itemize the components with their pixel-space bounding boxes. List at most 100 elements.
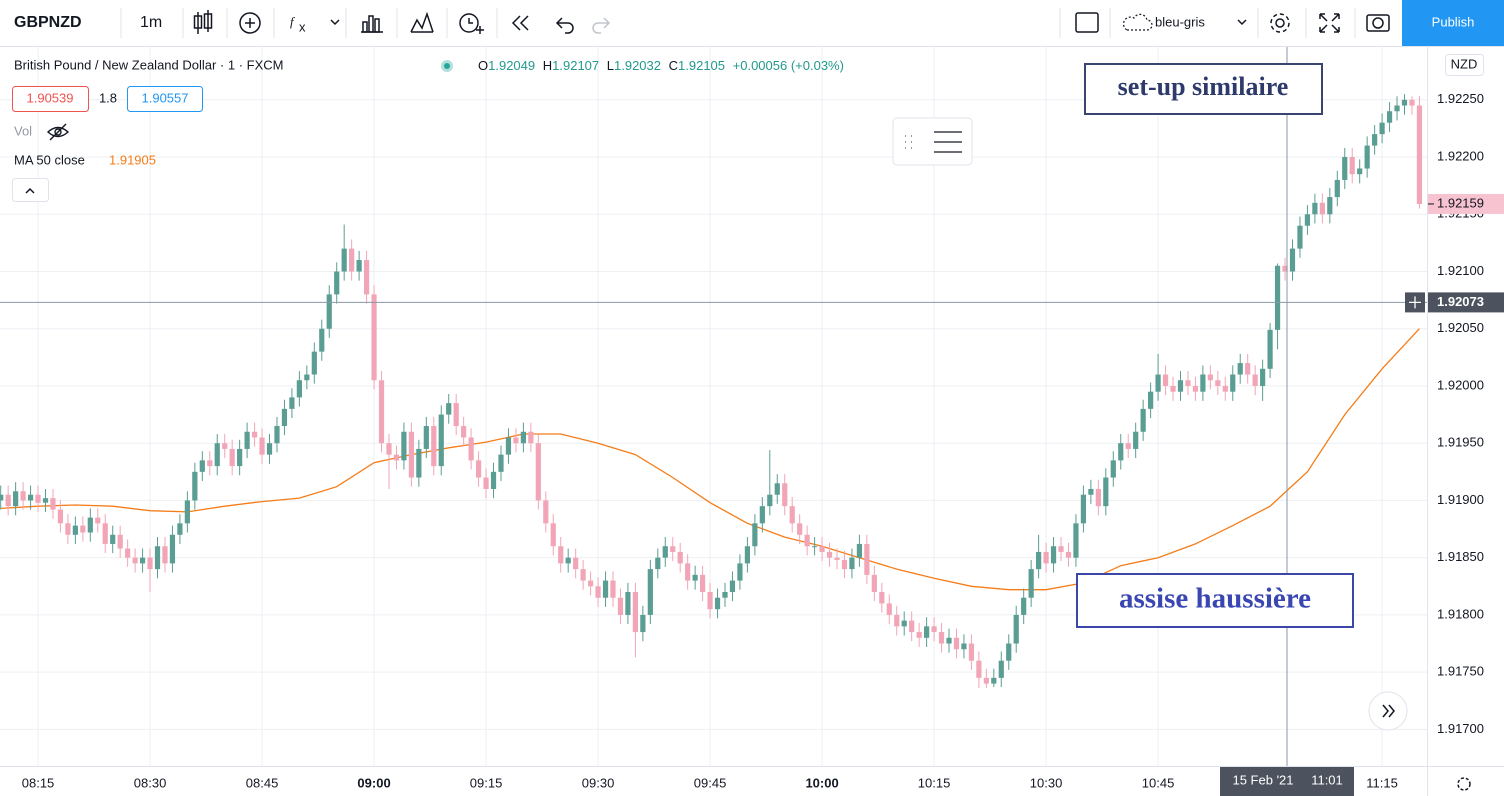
candle-body [1334, 179, 1340, 198]
candle-body [1006, 643, 1012, 661]
candle-body [401, 431, 407, 461]
theme-name[interactable]: bleu-gris [1155, 14, 1205, 29]
publish-label[interactable]: Publish [1432, 14, 1475, 29]
x-tick-label: 08:45 [246, 775, 279, 790]
candle-body [1274, 265, 1281, 330]
candle-body [1155, 374, 1161, 392]
crosshair-price-tag [1428, 292, 1504, 313]
time-axis-settings[interactable] [1457, 777, 1471, 791]
candle-body [826, 551, 833, 558]
last-price-tag [1428, 193, 1504, 214]
ohlc-value: 1.92105 [678, 58, 725, 73]
fx-icon: x [299, 19, 306, 34]
y-tick-label: 1.92250 [1437, 91, 1484, 106]
spread: 1.8 [99, 90, 117, 105]
candle-body [349, 248, 355, 272]
financials-button[interactable] [361, 15, 383, 33]
candle-body [42, 498, 49, 503]
candle-body [207, 460, 213, 467]
candle-body [1065, 551, 1072, 558]
redo-button[interactable] [592, 17, 611, 34]
hidden-eye-icon[interactable] [46, 123, 70, 141]
candle-body [1185, 380, 1191, 386]
candle-body [909, 620, 915, 633]
candle-body [543, 500, 549, 524]
candle-body [520, 431, 526, 444]
candle-body [1237, 363, 1243, 375]
candle-body [1028, 569, 1034, 598]
candle-body [976, 660, 982, 678]
candle-body [498, 454, 504, 472]
candle-body [423, 426, 429, 449]
x-tick-label: 10:30 [1030, 775, 1063, 790]
indicators-button[interactable]: f x [290, 14, 340, 34]
candle-body [1357, 168, 1363, 175]
candle-body [1364, 145, 1370, 169]
candle-body [565, 557, 571, 564]
y-tick-label: 1.91750 [1437, 664, 1484, 679]
candle-body [251, 431, 258, 438]
symbol[interactable]: GBPNZD [14, 14, 82, 31]
candle-body [685, 563, 691, 581]
candle-body [946, 637, 952, 644]
candle-body [505, 437, 512, 455]
candle-body [1252, 374, 1258, 386]
fullscreen-button[interactable] [1319, 13, 1340, 33]
candle-body [961, 643, 967, 650]
candle-body [1215, 380, 1221, 386]
candle-body [879, 592, 885, 604]
candle-body [95, 517, 101, 524]
ohlc-change: +0.00056 (+0.03%) [733, 58, 844, 73]
publish-button[interactable] [1402, 0, 1504, 46]
candle-body [573, 557, 579, 570]
layout-button[interactable] [1075, 12, 1099, 33]
chart-type-button[interactable] [193, 10, 213, 34]
candle-body [244, 431, 250, 449]
buy-box[interactable] [127, 86, 203, 112]
alert-button[interactable] [459, 13, 484, 34]
candle-body [80, 525, 86, 533]
x-tick-label: 08:30 [134, 775, 167, 790]
candle-body [1162, 374, 1169, 386]
candle-body [647, 569, 653, 615]
candle-body [610, 580, 616, 598]
compare-button[interactable] [239, 12, 261, 34]
y-tick-label: 1.92000 [1437, 377, 1484, 392]
candle-body [1080, 494, 1087, 524]
candle-body [475, 460, 482, 478]
candle-body [356, 260, 362, 272]
candle-body [326, 294, 332, 329]
chevron [330, 19, 340, 26]
annotation: assise haussière [1119, 583, 1311, 615]
candle-body [856, 543, 863, 558]
candle-body [490, 471, 497, 489]
settings-button[interactable] [1270, 13, 1290, 33]
candle-body [1118, 443, 1124, 461]
bid-price[interactable]: 1.90539 [27, 90, 74, 105]
candle-body [319, 328, 325, 352]
candle-body [1207, 374, 1213, 381]
candle-body [1148, 391, 1154, 409]
candle-body [50, 498, 56, 510]
candle-body [266, 443, 273, 455]
candle-body [886, 603, 892, 615]
candle-body [162, 546, 168, 564]
candle-body [229, 448, 235, 467]
candle-body [1200, 374, 1206, 392]
templates-button[interactable] [410, 11, 434, 33]
ask-price[interactable]: 1.90557 [142, 90, 189, 105]
replay-button[interactable] [511, 15, 529, 31]
undo-button[interactable] [555, 17, 574, 34]
volume-label: Vol [14, 123, 32, 138]
ma-label: MA 50 close [14, 152, 85, 167]
interval[interactable]: 1m [140, 14, 162, 31]
candle-body [640, 614, 646, 633]
sell-box[interactable] [12, 86, 89, 112]
candle-body [983, 677, 989, 684]
candle-body [1103, 477, 1109, 507]
toolbar: GBPNZD 1m f x [0, 0, 1504, 47]
chevron-up [25, 187, 35, 194]
snapshot-button[interactable] [1366, 14, 1390, 32]
